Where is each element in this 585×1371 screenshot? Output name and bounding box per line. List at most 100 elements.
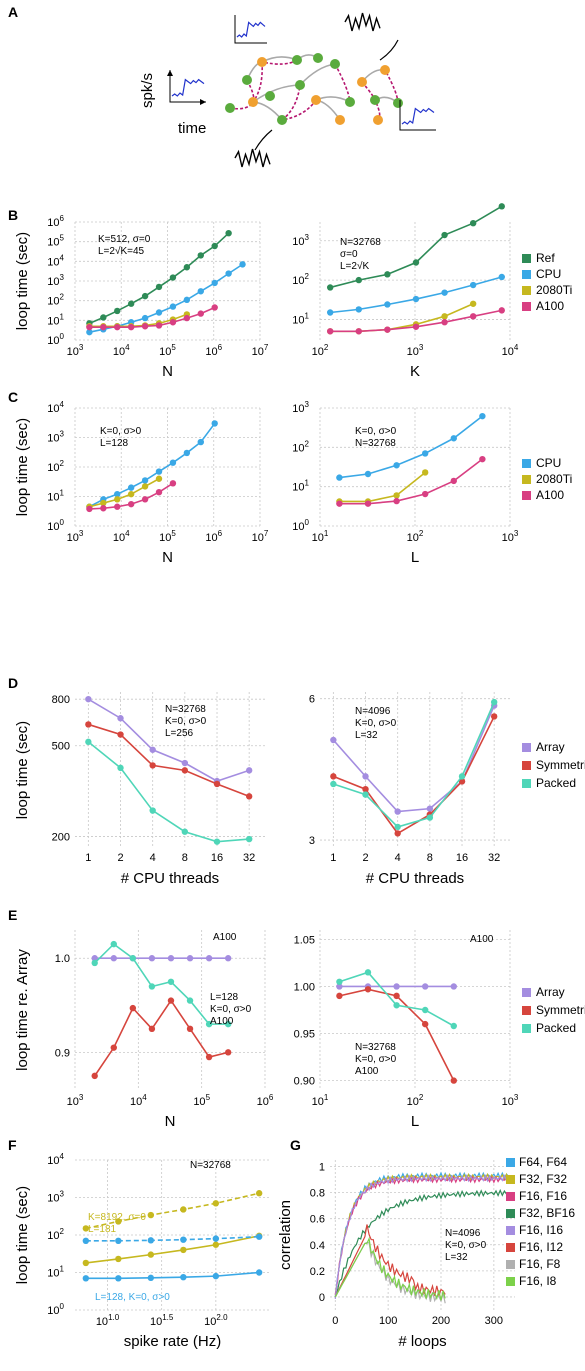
y-tick-label: 100 xyxy=(47,518,64,533)
y-axis-label: loop time (sec) xyxy=(14,232,31,330)
data-point xyxy=(490,713,498,720)
gridlines xyxy=(319,930,511,1090)
data-point xyxy=(82,1225,90,1232)
inhibitory-neuron xyxy=(248,97,258,107)
legend-label: Symmetric xyxy=(536,758,585,772)
x-tick-exponent: 5 xyxy=(206,1093,211,1102)
x-tick-label: 2 xyxy=(362,852,368,864)
y-tick-label: 6 xyxy=(309,694,315,706)
y-tick-label: 0 xyxy=(319,1292,325,1304)
x-tick-exponent: 4 xyxy=(514,343,519,352)
annotation-text: A100 xyxy=(470,934,494,945)
y-tick-label: 1.00 xyxy=(294,981,315,993)
legend-swatch xyxy=(506,1260,515,1269)
data-point xyxy=(181,828,189,835)
data-point xyxy=(147,1251,155,1258)
x-tick-exponent: 7 xyxy=(264,343,269,352)
data-point xyxy=(426,805,434,812)
y-tick-label: 3 xyxy=(309,835,315,847)
data-point xyxy=(141,483,149,490)
legends: Ref CPU 2080Ti A100 CPU 2080Ti A100 Array Symmet… xyxy=(506,251,585,1288)
gridlines xyxy=(330,1160,515,1310)
annotation-text: N=32768 xyxy=(355,1042,396,1053)
y-tick-label: 100 xyxy=(292,518,309,533)
x-tick-label: 102.0 xyxy=(204,1313,228,1328)
data-point xyxy=(213,838,221,845)
y-tick-label: 0.9 xyxy=(55,1047,70,1059)
y-tick-label: 104 xyxy=(47,1152,64,1167)
input-arrow-icon xyxy=(379,39,399,61)
data-point xyxy=(115,1218,122,1225)
data-point xyxy=(115,1275,122,1282)
y-tick-label: 102 xyxy=(47,459,64,474)
annotation-text: K=0, σ>0 xyxy=(210,1004,252,1015)
x-tick-exponent: 5 xyxy=(171,343,176,352)
gridlines xyxy=(319,407,511,527)
legend-label: 2080Ti xyxy=(536,283,572,297)
data-point xyxy=(197,252,204,259)
inhibitory-connection xyxy=(334,63,351,103)
x-tick-label: 107 xyxy=(252,529,269,544)
data-point xyxy=(167,997,175,1004)
legend-label: F32, F32 xyxy=(519,1172,567,1186)
excitatory-neuron xyxy=(370,95,380,105)
data-point xyxy=(326,284,334,291)
data-point xyxy=(245,835,253,843)
x-tick-label: 103 xyxy=(67,1093,84,1108)
x-tick-label: 103 xyxy=(407,343,424,358)
panel-a-ylabel: spk/s xyxy=(139,73,156,108)
data-point xyxy=(421,490,429,498)
correlation-trace xyxy=(334,1236,446,1301)
x-tick-exponent: 2.0 xyxy=(216,1313,228,1322)
panel-label-c: C xyxy=(8,389,18,405)
annotation-text: K=512, σ=0 xyxy=(98,234,151,245)
x-tick-label: 104 xyxy=(113,529,130,544)
y-tick-label: 101 xyxy=(47,312,64,327)
x-tick-label: 32 xyxy=(488,852,500,864)
correlation-trace xyxy=(334,1174,510,1299)
inhibitory-neuron xyxy=(311,95,321,105)
data-point xyxy=(169,303,177,310)
y-tick-label: 103 xyxy=(47,273,64,288)
y-tick-label: 1.05 xyxy=(294,934,315,946)
excitatory-neuron xyxy=(330,59,340,69)
y-tick-exponent: 0 xyxy=(60,332,65,341)
data-point xyxy=(336,474,343,481)
x-tick-label: 104 xyxy=(502,343,519,358)
y-axis-label: correlation xyxy=(277,1200,294,1270)
data-point xyxy=(412,259,420,266)
data-point xyxy=(224,1020,232,1028)
data-point xyxy=(384,271,391,278)
x-tick-label: 103 xyxy=(502,529,519,544)
y-tick-label: 102 xyxy=(47,1227,64,1242)
legend-swatch xyxy=(506,1175,515,1184)
y-tick-exponent: 1 xyxy=(305,311,310,320)
series-line xyxy=(85,1235,260,1264)
legend-label: Array xyxy=(536,985,565,999)
y-tick-label: 101 xyxy=(292,479,309,494)
x-axis-label: spike rate (Hz) xyxy=(124,1333,222,1350)
x-tick-label: 16 xyxy=(456,852,468,864)
data-point xyxy=(141,477,149,484)
data-point xyxy=(362,785,369,793)
data-point xyxy=(114,503,121,510)
x-axis-label: N xyxy=(165,1113,176,1130)
annotation-text: L=128 xyxy=(210,992,239,1003)
series-line xyxy=(339,971,455,1027)
legend-label: Ref xyxy=(536,251,555,265)
data-point xyxy=(330,773,337,780)
legend-swatch xyxy=(522,779,531,788)
x-axis-label: K xyxy=(410,363,420,380)
data-point xyxy=(186,1025,194,1033)
y-tick-exponent: 0 xyxy=(60,518,65,527)
data-point xyxy=(224,1049,232,1056)
y-tick-label: 103 xyxy=(292,400,309,415)
data-point xyxy=(169,319,177,326)
data-point xyxy=(180,1236,187,1243)
y-tick-label: 103 xyxy=(292,233,309,248)
legend-label: F64, F64 xyxy=(519,1155,567,1169)
x-tick-label: 102 xyxy=(407,1093,424,1108)
x-tick-exponent: 3 xyxy=(514,1093,519,1102)
y-tick-label: 101 xyxy=(47,489,64,504)
